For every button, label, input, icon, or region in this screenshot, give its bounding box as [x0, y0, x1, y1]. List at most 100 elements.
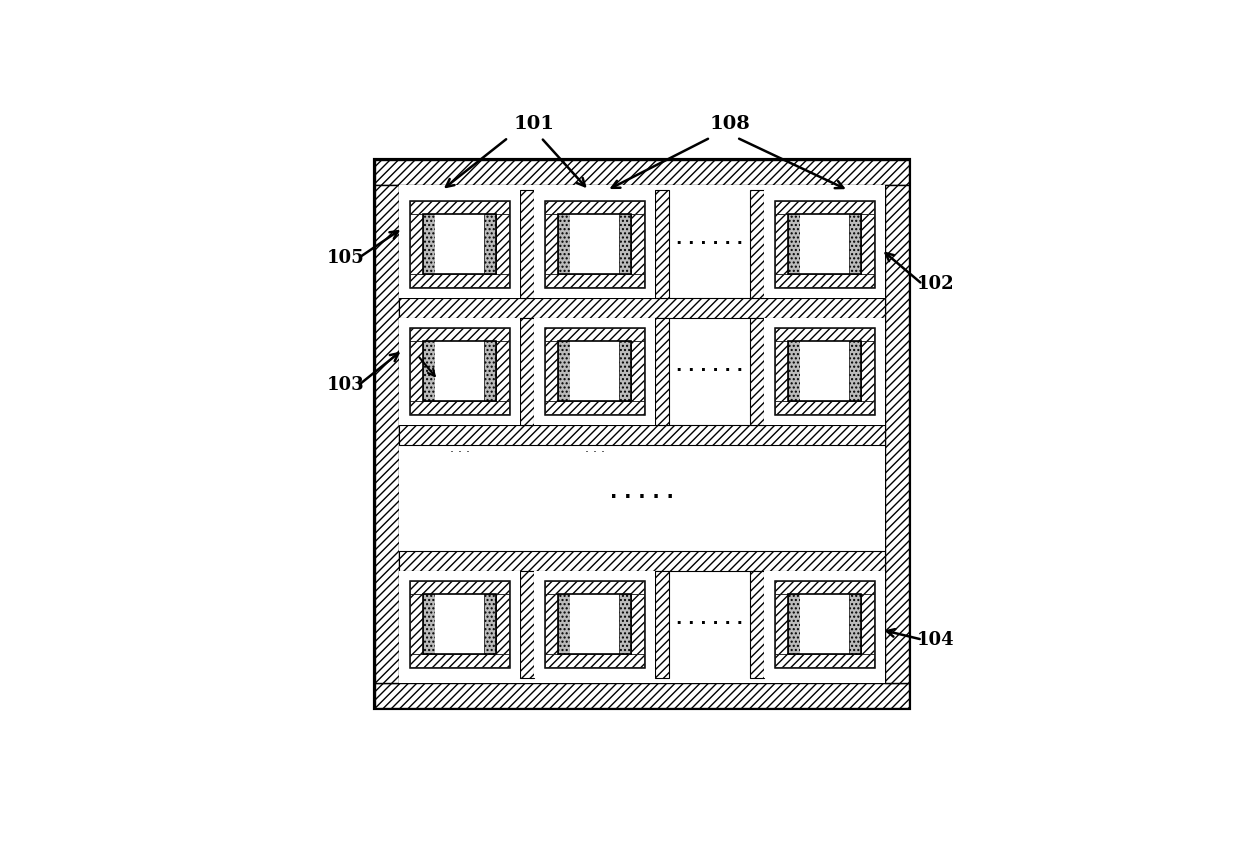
Bar — [787, 341, 800, 401]
Bar — [374, 160, 909, 185]
Bar — [787, 341, 861, 401]
Bar — [546, 214, 558, 274]
Bar — [570, 341, 620, 401]
Bar — [410, 274, 510, 287]
Bar — [884, 185, 909, 684]
Text: · · · · ·: · · · · · — [610, 489, 675, 507]
Text: 101: 101 — [513, 115, 556, 134]
Bar — [750, 571, 764, 678]
Bar — [485, 341, 496, 401]
Bar — [849, 341, 861, 401]
Bar — [750, 191, 764, 298]
Bar — [546, 329, 645, 341]
Text: 102: 102 — [916, 275, 955, 293]
Bar — [558, 214, 631, 274]
Bar — [620, 595, 631, 655]
Bar — [787, 595, 800, 655]
Bar — [423, 595, 496, 655]
Bar — [775, 655, 874, 667]
Bar — [861, 595, 874, 655]
Bar — [423, 214, 435, 274]
Bar — [620, 214, 631, 274]
Bar — [435, 214, 485, 274]
Bar — [775, 581, 874, 667]
Bar — [775, 201, 874, 214]
Bar — [534, 318, 655, 425]
Text: · · ·: · · · — [585, 446, 605, 459]
Bar — [775, 581, 874, 595]
Bar — [410, 581, 510, 595]
Bar — [520, 318, 534, 425]
Bar — [496, 595, 510, 655]
Bar — [861, 341, 874, 401]
Bar — [546, 581, 645, 595]
Bar — [399, 185, 884, 684]
Bar — [787, 214, 861, 274]
Bar — [410, 201, 510, 214]
Bar — [775, 341, 787, 401]
Text: · · · · · ·: · · · · · · — [676, 616, 743, 634]
Bar — [570, 214, 620, 274]
Bar — [558, 341, 631, 401]
Bar — [496, 341, 510, 401]
Bar — [800, 214, 849, 274]
Bar — [423, 214, 496, 274]
Bar — [546, 341, 558, 401]
Bar — [423, 341, 496, 401]
Bar — [546, 201, 645, 214]
Bar — [620, 341, 631, 401]
Bar — [410, 581, 510, 667]
Bar — [399, 298, 884, 318]
Bar — [546, 581, 645, 667]
Text: 103: 103 — [326, 376, 365, 395]
Bar — [787, 214, 861, 274]
Bar — [399, 318, 520, 425]
Bar — [546, 655, 645, 667]
Bar — [485, 595, 496, 655]
Bar — [775, 274, 874, 287]
Bar — [787, 341, 861, 401]
Bar — [764, 571, 884, 678]
Bar — [558, 595, 631, 655]
Bar — [558, 595, 631, 655]
Bar — [435, 341, 485, 401]
Text: · · · · · ·: · · · · · · — [676, 363, 743, 380]
Bar — [861, 214, 874, 274]
Bar — [631, 214, 645, 274]
Bar — [787, 595, 861, 655]
Bar — [655, 571, 670, 678]
Bar — [399, 551, 884, 571]
Bar — [374, 160, 909, 708]
Bar — [374, 684, 909, 708]
Bar — [775, 401, 874, 414]
Bar — [399, 191, 520, 298]
Bar — [631, 595, 645, 655]
Bar — [496, 214, 510, 274]
Bar — [764, 318, 884, 425]
Bar — [787, 595, 861, 655]
Bar — [655, 191, 670, 298]
Bar — [410, 329, 510, 414]
Bar — [534, 191, 655, 298]
Bar — [410, 655, 510, 667]
Bar — [410, 401, 510, 414]
Bar — [410, 201, 510, 287]
Text: 105: 105 — [326, 249, 365, 267]
Bar — [775, 201, 874, 287]
Bar — [423, 214, 496, 274]
Bar — [410, 341, 423, 401]
Bar — [399, 571, 520, 678]
Bar — [787, 214, 800, 274]
Bar — [558, 214, 631, 274]
Text: · · · · · ·: · · · · · · — [676, 235, 743, 253]
Bar — [410, 214, 423, 274]
Bar — [546, 201, 645, 287]
Text: 108: 108 — [709, 115, 750, 134]
Bar — [423, 341, 496, 401]
Bar — [570, 595, 620, 655]
Bar — [558, 214, 570, 274]
Bar — [655, 318, 670, 425]
Bar — [423, 595, 496, 655]
Bar — [558, 341, 570, 401]
Bar — [410, 595, 423, 655]
